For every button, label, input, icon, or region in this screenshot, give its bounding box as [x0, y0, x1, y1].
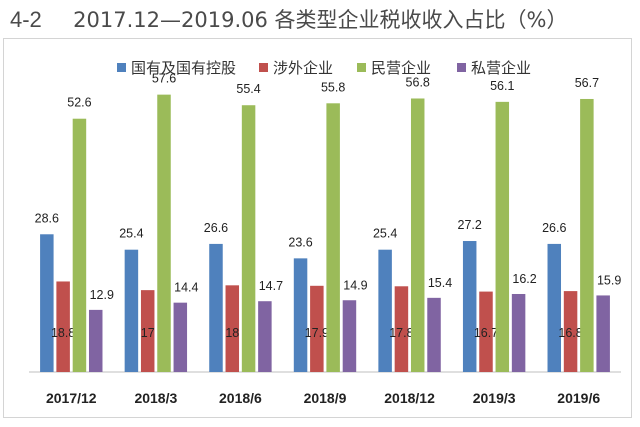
legend-label: 私营企业 [471, 59, 531, 77]
chart-frame: 国有及国有控股 涉外企业 民营企业 私营企业 28.6 18.8 52.6 12.9 2017/… [3, 38, 632, 418]
data-label: 17.9 [305, 326, 329, 340]
bar[interactable] [427, 297, 441, 372]
legend-label: 国有及国有控股 [131, 59, 236, 77]
legend-swatch [357, 63, 366, 72]
data-label: 17.8 [389, 326, 413, 340]
x-tick-label: 2018/9 [304, 390, 347, 406]
data-label: 18 [225, 326, 239, 340]
bar[interactable] [547, 243, 562, 372]
data-label: 56.7 [575, 76, 599, 90]
data-label: 25.4 [373, 227, 397, 241]
data-label: 55.8 [321, 80, 345, 94]
bar[interactable] [580, 98, 594, 372]
bar[interactable] [258, 301, 272, 372]
bar[interactable] [225, 285, 240, 372]
data-label: 25.4 [119, 227, 143, 241]
data-label: 16.8 [558, 326, 582, 340]
x-tick-label: 2019/6 [557, 390, 600, 406]
bar[interactable] [40, 234, 54, 372]
legend-swatch [117, 63, 126, 72]
bar[interactable] [378, 249, 392, 372]
bar[interactable] [310, 285, 324, 372]
data-label: 14.7 [259, 279, 283, 293]
x-tick-label: 2018/3 [134, 390, 177, 406]
data-label: 16.2 [512, 272, 536, 286]
data-label: 26.6 [204, 221, 228, 235]
bar[interactable] [394, 286, 409, 372]
data-label: 56.8 [406, 75, 430, 89]
x-tick-label: 2018/12 [384, 390, 435, 406]
bar[interactable] [293, 258, 308, 372]
bar[interactable] [479, 291, 493, 372]
chart-title-text: 2017.12—2019.06 各类型企业税收收入占比（%） [73, 8, 568, 32]
data-label: 17 [141, 326, 155, 340]
bar[interactable] [56, 281, 70, 372]
chart-number: 4-2 [10, 7, 42, 32]
bar[interactable] [462, 241, 477, 372]
data-label: 55.4 [236, 82, 260, 96]
bar[interactable] [326, 103, 340, 372]
bar[interactable] [563, 291, 578, 372]
bar[interactable] [241, 105, 256, 372]
bar[interactable] [173, 302, 188, 372]
bar[interactable] [157, 94, 171, 372]
data-label: 26.6 [542, 221, 566, 235]
data-label: 52.6 [67, 96, 91, 110]
bar[interactable] [140, 290, 155, 372]
bar[interactable] [495, 101, 510, 372]
data-label: 12.9 [90, 288, 114, 302]
bar[interactable] [596, 295, 610, 372]
bar[interactable] [342, 300, 357, 372]
data-label: 15.4 [428, 276, 452, 290]
data-label: 28.6 [35, 211, 59, 225]
bar-chart: 国有及国有控股 涉外企业 民营企业 私营企业 28.6 18.8 52.6 12.9 2017/… [29, 59, 621, 406]
bar[interactable] [124, 249, 139, 372]
data-label: 15.9 [597, 273, 621, 287]
x-tick-label: 2018/6 [219, 390, 262, 406]
x-tick-label: 2019/3 [473, 390, 516, 406]
data-label: 57.6 [152, 72, 176, 86]
data-label: 23.6 [288, 235, 312, 249]
legend-label: 民营企业 [371, 59, 431, 77]
bar[interactable] [72, 118, 87, 372]
data-label: 27.2 [458, 218, 482, 232]
bar[interactable] [209, 243, 223, 372]
legend-swatch [259, 63, 268, 72]
data-label: 18.8 [51, 326, 75, 340]
legend-label: 涉外企业 [273, 59, 333, 77]
legend-swatch [457, 63, 466, 72]
data-label: 16.7 [474, 326, 498, 340]
chart-title: 4-2 2017.12—2019.06 各类型企业税收收入占比（%） [10, 4, 630, 32]
x-tick-label: 2017/12 [46, 390, 97, 406]
data-label: 56.1 [490, 79, 514, 93]
bar[interactable] [511, 293, 526, 372]
bar[interactable] [88, 309, 103, 372]
data-label: 14.9 [343, 278, 367, 292]
bar[interactable] [410, 98, 425, 373]
data-label: 14.4 [174, 281, 198, 295]
